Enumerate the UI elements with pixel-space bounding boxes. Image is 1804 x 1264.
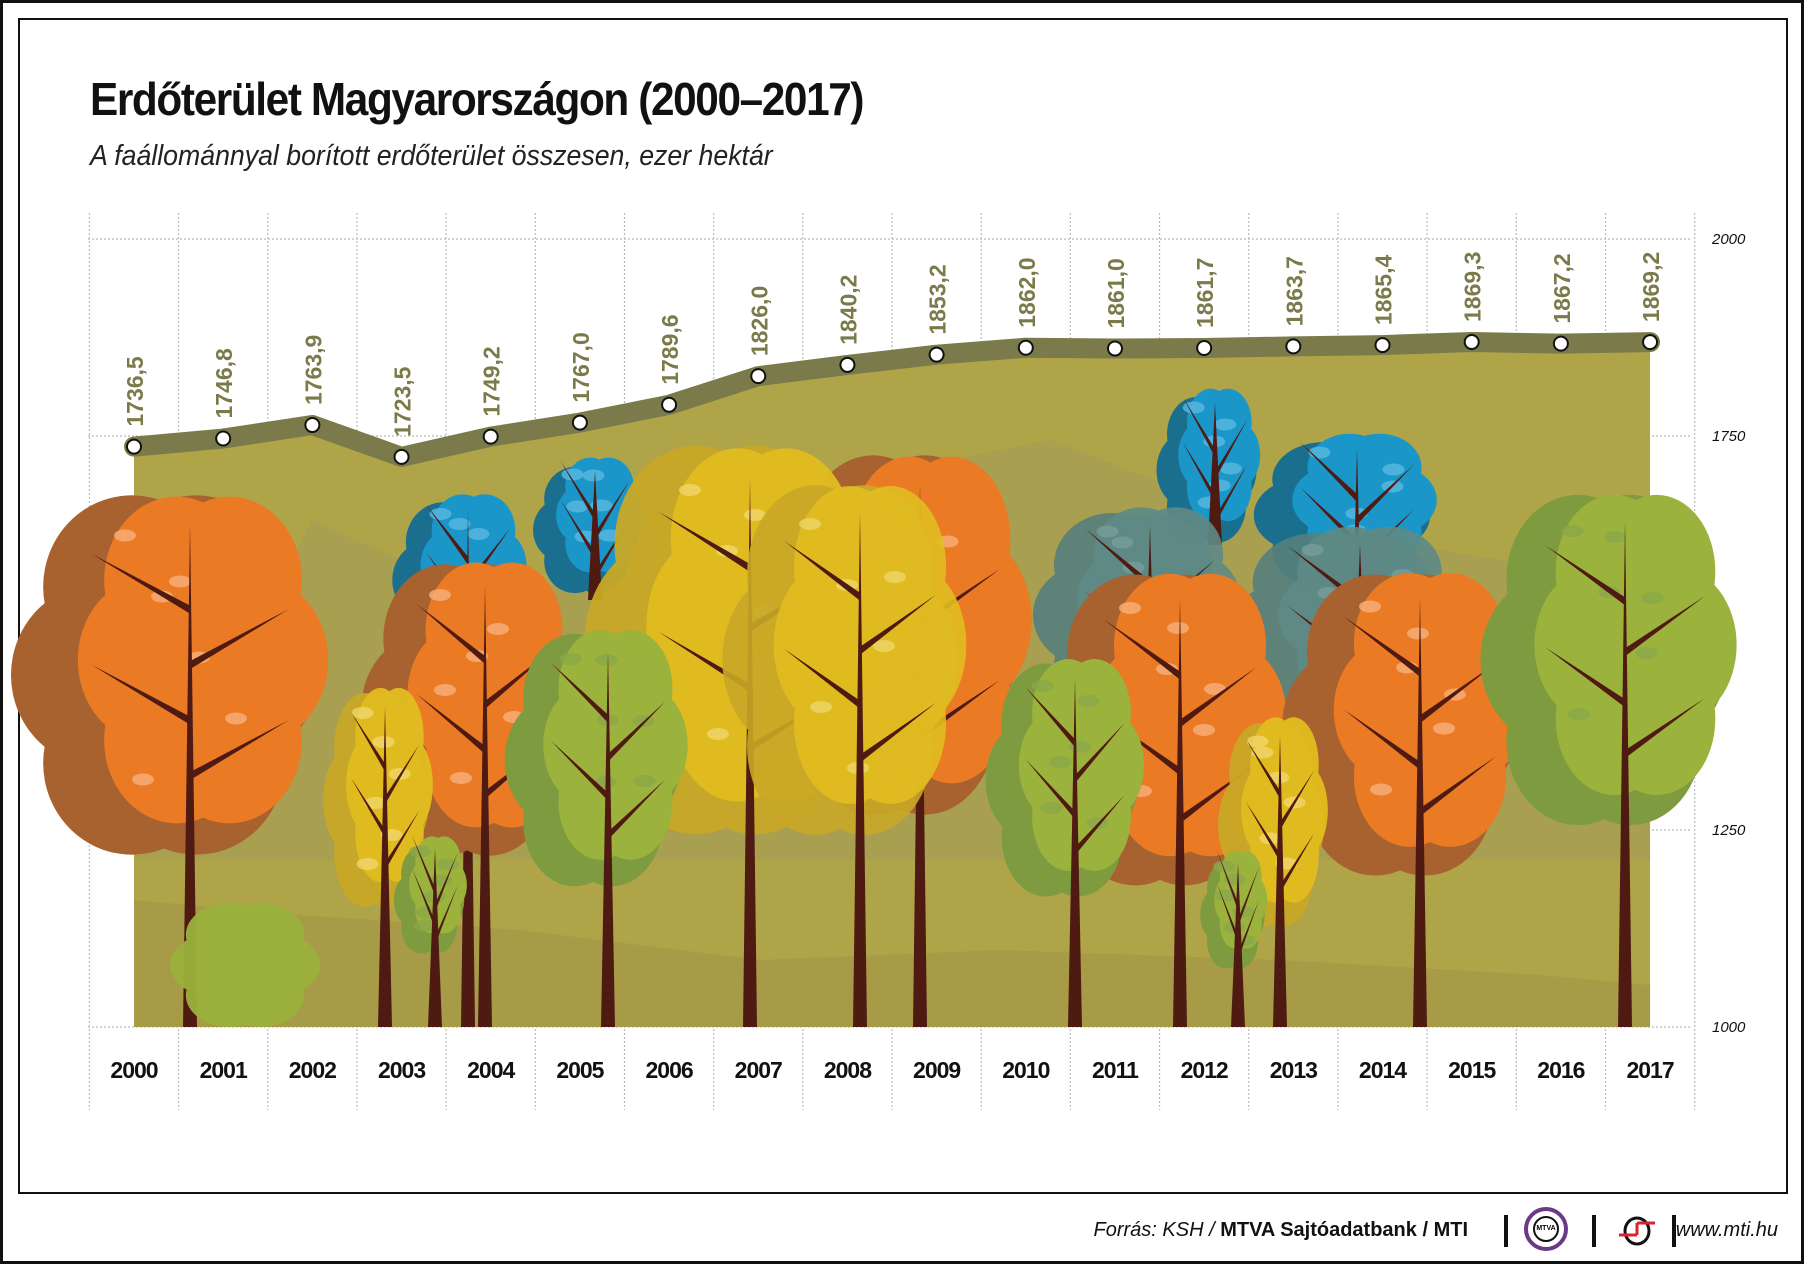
value-label: 1736,5 — [122, 356, 148, 427]
value-label: 1867,2 — [1549, 253, 1575, 323]
y-tick-label: 2000 — [1711, 231, 1746, 248]
value-label: 1853,2 — [925, 264, 951, 334]
data-point-marker — [304, 417, 321, 434]
value-label: 1763,9 — [300, 335, 326, 405]
source-prefix: Forrás: KSH / — [1093, 1219, 1221, 1241]
y-tick-label: 1000 — [1712, 1019, 1746, 1036]
value-label: 1862,0 — [1014, 257, 1040, 327]
divider — [1504, 1215, 1508, 1247]
mti-logo-icon — [1619, 1216, 1655, 1246]
data-point-marker — [928, 346, 945, 363]
y-tick-label: 1750 — [1712, 428, 1746, 445]
data-point-marker — [482, 428, 499, 445]
data-point-marker — [661, 396, 678, 413]
data-point-marker — [126, 438, 142, 455]
x-tick-label: 2006 — [645, 1057, 692, 1083]
x-tick-label: 2016 — [1537, 1057, 1584, 1083]
value-label: 1723,5 — [390, 366, 416, 437]
y-axis: 1000 1250 1750 2000 — [1711, 231, 1746, 1036]
value-label: 1863,7 — [1281, 256, 1307, 326]
x-tick-label: 2002 — [289, 1057, 336, 1083]
x-tick-label: 2009 — [913, 1057, 960, 1083]
tree-illustration — [10, 388, 1737, 1027]
x-tick-label: 2007 — [735, 1057, 782, 1083]
x-tick-label: 2010 — [1002, 1057, 1049, 1083]
value-label: 1861,7 — [1192, 258, 1218, 328]
x-tick-label: 2017 — [1626, 1057, 1673, 1083]
value-label: 1840,2 — [835, 275, 861, 345]
data-point-marker — [571, 414, 588, 431]
y-tick-label: 1250 — [1712, 822, 1746, 839]
data-point-marker — [750, 368, 767, 385]
x-tick-label: 2012 — [1181, 1057, 1228, 1083]
x-tick-label: 2001 — [200, 1057, 248, 1083]
data-point-marker — [1106, 340, 1123, 357]
data-point-marker — [215, 430, 232, 447]
data-line — [124, 331, 1661, 467]
source-credit: Forrás: KSH / MTVA Sajtóadatbank / MTI — [1094, 1219, 1469, 1242]
chart-subtitle: A faállománnyal borított erdőterület öss… — [90, 140, 773, 172]
value-label: 1746,8 — [211, 348, 237, 419]
chart-frame — [18, 18, 1788, 1194]
x-tick-label: 2008 — [824, 1057, 872, 1083]
x-tick-label: 2004 — [467, 1057, 515, 1083]
value-label: 1869,3 — [1460, 252, 1486, 322]
data-point-marker — [1285, 338, 1302, 355]
footer: Forrás: KSH / MTVA Sajtóadatbank / MTI M… — [0, 1207, 1804, 1253]
value-label: 1826,0 — [746, 286, 772, 356]
x-tick-label: 2011 — [1092, 1057, 1139, 1083]
x-axis: 2000 2001 2002 2003 2004 2005 2006 2007 2008 2009… — [110, 1057, 1674, 1083]
source-agency: MTVA Sajtóadatbank / MTI — [1220, 1219, 1468, 1241]
value-label: 1865,4 — [1371, 255, 1397, 326]
x-tick-label: 2005 — [556, 1057, 604, 1083]
data-point-marker — [393, 448, 410, 465]
x-tick-label: 2015 — [1448, 1057, 1496, 1083]
x-tick-label: 2013 — [1270, 1057, 1317, 1083]
value-label: 1749,2 — [479, 346, 505, 416]
value-label: 1767,0 — [568, 332, 594, 402]
website-link[interactable]: www.mti.hu — [1675, 1219, 1778, 1241]
value-labels: 1736,5 1746,8 1763,9 1723,5 1749,2 1767,0 1789… — [122, 252, 1664, 437]
mtva-logo-icon: MTVA — [1524, 1207, 1568, 1251]
x-tick-label: 2003 — [378, 1057, 425, 1083]
x-tick-label: 2000 — [110, 1057, 157, 1083]
divider — [1592, 1215, 1596, 1247]
x-tick-label: 2014 — [1359, 1057, 1407, 1083]
data-point-marker — [1552, 335, 1569, 352]
chart-title: Erdőterület Magyarországon (2000–2017) — [90, 73, 864, 125]
divider — [1672, 1215, 1676, 1247]
data-point-marker — [839, 356, 856, 373]
value-label: 1861,0 — [1103, 258, 1129, 328]
data-point-marker — [1196, 339, 1213, 356]
value-label: 1789,6 — [657, 314, 683, 384]
data-point-marker — [1374, 337, 1391, 354]
data-point-marker — [1017, 339, 1034, 356]
data-point-marker — [1463, 333, 1480, 350]
data-point-marker — [1642, 334, 1659, 351]
value-label: 1869,2 — [1638, 252, 1664, 322]
